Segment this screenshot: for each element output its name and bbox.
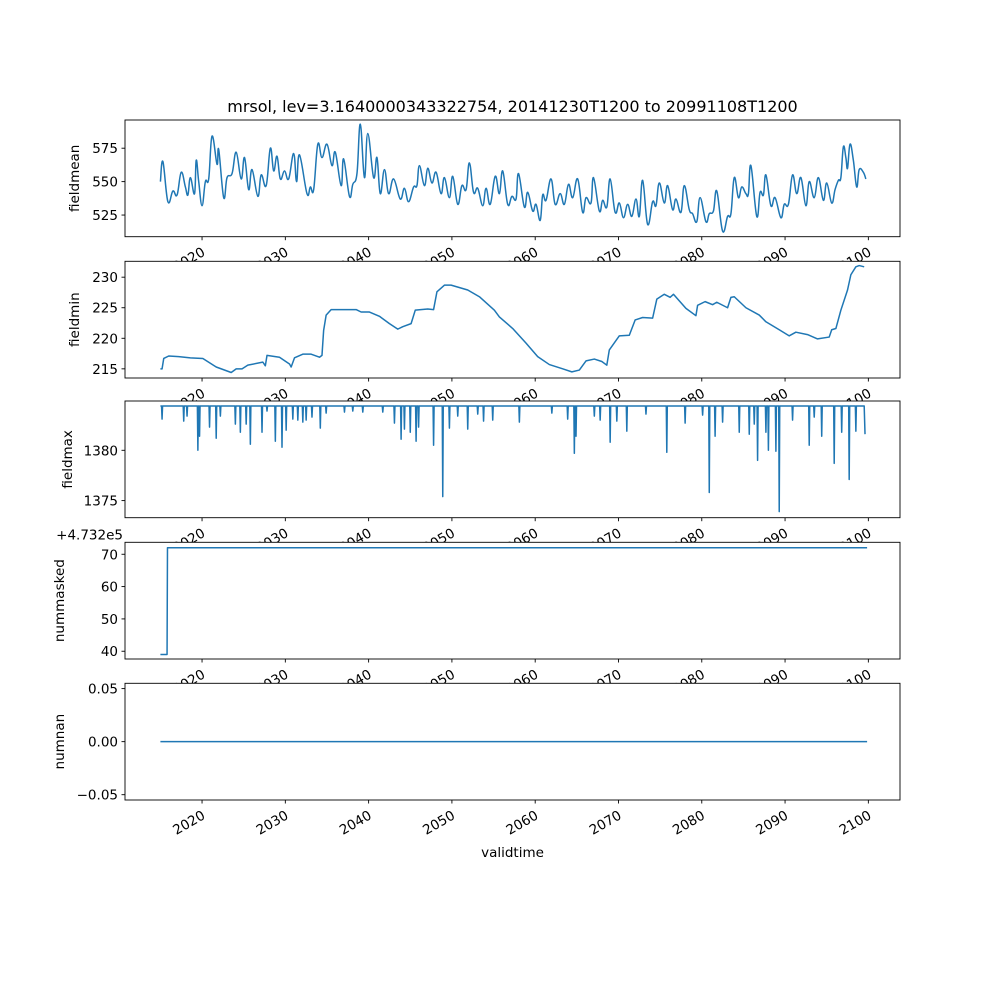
- numnan-ytick-label: −0.05: [77, 788, 118, 804]
- fieldmin-ytick-label: 220: [92, 331, 118, 347]
- fieldmax-ytick-label: 1375: [84, 494, 118, 510]
- fieldmean-line: [159, 123, 867, 233]
- nummasked-axes-frame: [124, 541, 901, 660]
- nummasked-y-axis-label: nummasked: [52, 559, 68, 642]
- fieldmin-axes-frame: [124, 260, 901, 379]
- fieldmean-ytick-label: 525: [92, 208, 118, 224]
- nummasked-ytick-label: 70: [101, 547, 118, 563]
- x-axis-label: validtime: [481, 845, 544, 861]
- nummasked-plot-area: [125, 542, 900, 659]
- numnan-y-axis-label: numnan: [52, 714, 68, 770]
- fieldmax-axes-frame: [124, 400, 901, 519]
- nummasked-ytick-label: 40: [101, 644, 118, 660]
- fieldmax-line: [160, 405, 866, 513]
- fieldmean-axes-frame: [124, 119, 901, 238]
- nummasked-ytick-label: 50: [101, 612, 118, 628]
- numnan-ytick-label: 0.00: [88, 735, 118, 751]
- numnan-ytick-label: 0.05: [88, 682, 118, 698]
- chart-title: mrsol, lev=3.1640000343322754, 20141230T…: [227, 97, 797, 116]
- fieldmin-ytick-label: 230: [92, 270, 118, 286]
- fieldmean-y-axis-label: fieldmean: [67, 145, 83, 212]
- fieldmin-ytick-label: 225: [92, 301, 118, 317]
- fieldmean-ytick-label: 550: [92, 175, 118, 191]
- fieldmin-ytick-label: 215: [92, 362, 118, 378]
- fieldmax-y-axis-label: fieldmax: [60, 430, 76, 489]
- fieldmax-ytick-label: 1380: [84, 443, 118, 459]
- fieldmin-line: [160, 264, 865, 374]
- fieldmin-plot-area: [125, 261, 900, 378]
- fieldmean-ytick-label: 575: [92, 141, 118, 157]
- fieldmin-y-axis-label: fieldmin: [67, 292, 83, 347]
- nummasked-line: [160, 547, 868, 656]
- nummasked-ytick-label: 60: [101, 580, 118, 596]
- fieldmax-plot-area: [125, 401, 900, 518]
- nummasked-offset-text: +4.732e5: [56, 527, 123, 543]
